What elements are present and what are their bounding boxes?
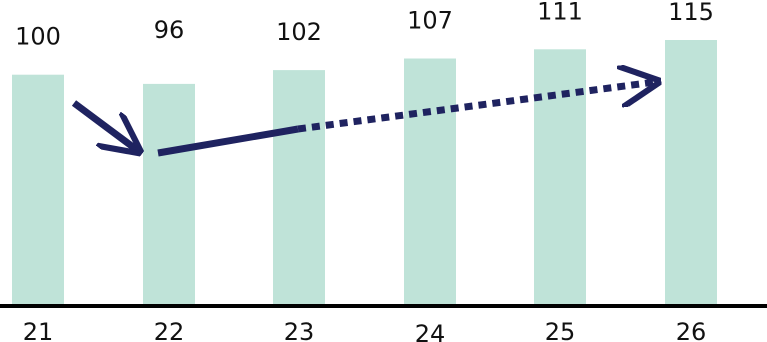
decline-arrow [71,100,137,150]
x-tick-label-22: 22 [154,318,185,342]
value-label-25: 111 [537,0,583,25]
value-label-22: 96 [154,16,185,44]
bar-21 [12,74,64,306]
value-label-24: 107 [407,7,453,35]
trend-line-dotted [297,82,655,133]
value-label-23: 102 [276,18,322,46]
value-label-26: 115 [668,0,714,26]
value-label-21: 100 [15,23,61,51]
trend-line-solid [157,125,299,157]
value-labels-layer: 100 96 102 107 111 115 [15,0,714,51]
annotation-layer [71,82,655,157]
x-tick-label-24: 24 [415,320,446,342]
bar-23 [273,70,325,306]
bar-24 [404,58,456,306]
bar-25 [534,49,586,307]
x-tick-label-25: 25 [545,318,576,342]
bar-22 [143,83,195,307]
x-tick-label-21: 21 [23,318,54,342]
x-tick-label-26: 26 [676,318,707,342]
x-tick-label-23: 23 [284,318,315,342]
x-tick-labels-layer: 21 22 23 24 25 26 [23,318,707,342]
bars-layer [12,40,717,307]
bar-26 [665,40,717,306]
